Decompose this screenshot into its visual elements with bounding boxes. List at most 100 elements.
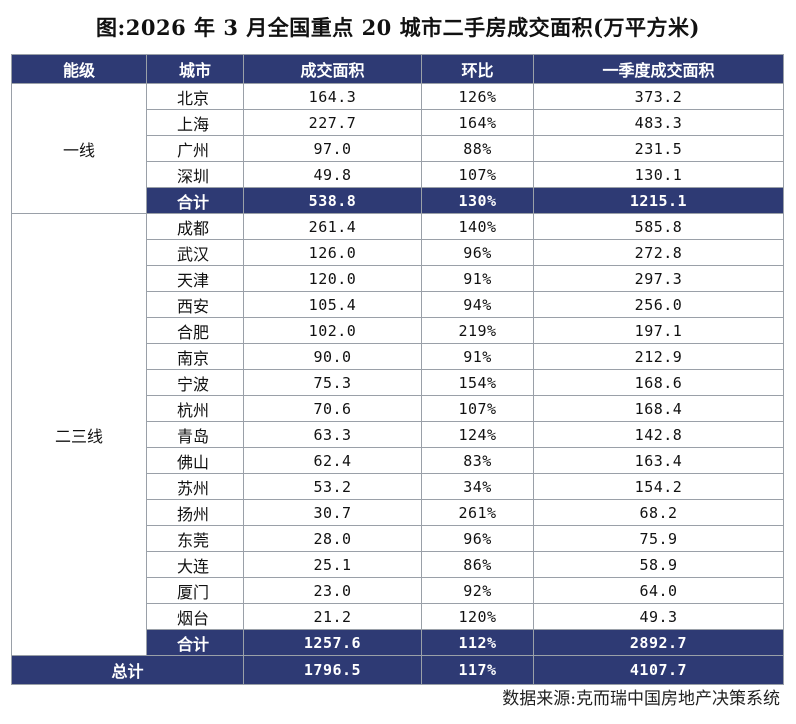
mom-cell: 91%: [421, 343, 534, 370]
total-area: 1796.5: [243, 655, 422, 685]
city-cell: 厦门: [146, 577, 244, 604]
city-cell: 青岛: [146, 421, 244, 448]
mom-cell: 92%: [421, 577, 534, 604]
q1-area-cell: 256.0: [533, 291, 784, 318]
subtotal-row: 合计 1257.6 112% 2892.7: [12, 629, 784, 656]
area-cell: 62.4: [243, 447, 422, 474]
mom-cell: 140%: [421, 213, 534, 240]
city-cell: 宁波: [146, 369, 244, 396]
q1-area-cell: 163.4: [533, 447, 784, 474]
table-title: 图:2026 年 3 月全国重点 20 城市二手房成交面积(万平方米): [96, 15, 700, 40]
area-cell: 23.0: [243, 577, 422, 604]
city-cell: 南京: [146, 343, 244, 370]
mom-cell: 34%: [421, 473, 534, 500]
area-cell: 120.0: [243, 265, 422, 292]
data-source: 数据来源:克而瑞中国房地产决策系统: [502, 689, 780, 709]
q1-area-cell: 49.3: [533, 603, 784, 630]
subtotal-mom: 130%: [421, 187, 534, 214]
city-cell: 扬州: [146, 499, 244, 526]
mom-cell: 83%: [421, 447, 534, 474]
area-cell: 105.4: [243, 291, 422, 318]
area-cell: 25.1: [243, 551, 422, 578]
area-cell: 53.2: [243, 473, 422, 500]
header-tier: 能级: [11, 54, 147, 84]
q1-area-cell: 483.3: [533, 109, 784, 136]
tier-label: 二三线: [11, 213, 147, 656]
header-mom: 环比: [421, 54, 534, 84]
table-row: 广州 97.0 88% 231.5: [12, 135, 784, 162]
q1-area-cell: 130.1: [533, 161, 784, 188]
header-row: 能级 城市 成交面积 环比 一季度成交面积: [11, 54, 784, 84]
table-row: 青岛 63.3 124% 142.8: [12, 421, 784, 448]
mom-cell: 124%: [421, 421, 534, 448]
subtotal-mom: 112%: [421, 629, 534, 656]
mom-cell: 107%: [421, 161, 534, 188]
table-row: 二三线 成都 261.4 140% 585.8: [11, 213, 784, 656]
table-row: 深圳 49.8 107% 130.1: [12, 161, 784, 188]
q1-area-cell: 168.4: [533, 395, 784, 422]
area-cell: 28.0: [243, 525, 422, 552]
mom-cell: 126%: [421, 83, 534, 110]
area-cell: 63.3: [243, 421, 422, 448]
q1-area-cell: 142.8: [533, 421, 784, 448]
area-cell: 30.7: [243, 499, 422, 526]
table-row: 烟台 21.2 120% 49.3: [12, 603, 784, 630]
table-row: 一线 北京 164.3 126% 373.2: [11, 83, 784, 214]
city-cell: 广州: [146, 135, 244, 162]
table-row: 合肥 102.0 219% 197.1: [12, 317, 784, 344]
area-cell: 49.8: [243, 161, 422, 188]
city-cell: 大连: [146, 551, 244, 578]
subtotal-row: 合计 538.8 130% 1215.1: [12, 187, 784, 214]
q1-area-cell: 197.1: [533, 317, 784, 344]
mom-cell: 94%: [421, 291, 534, 318]
mom-cell: 86%: [421, 551, 534, 578]
area-cell: 227.7: [243, 109, 422, 136]
city-cell: 佛山: [146, 447, 244, 474]
city-cell: 深圳: [146, 161, 244, 188]
mom-cell: 88%: [421, 135, 534, 162]
area-cell: 102.0: [243, 317, 422, 344]
area-cell: 97.0: [243, 135, 422, 162]
subtotal-area: 1257.6: [243, 629, 422, 656]
total-mom: 117%: [421, 655, 534, 685]
q1-area-cell: 585.8: [533, 213, 784, 240]
total-label: 总计: [11, 655, 244, 685]
city-cell: 成都: [146, 213, 244, 240]
total-q1-area: 4107.7: [533, 655, 784, 685]
q1-area-cell: 154.2: [533, 473, 784, 500]
table-row: 天津 120.0 91% 297.3: [12, 265, 784, 292]
city-cell: 上海: [146, 109, 244, 136]
tier-label: 一线: [11, 83, 147, 214]
city-cell: 东莞: [146, 525, 244, 552]
mom-cell: 261%: [421, 499, 534, 526]
q1-area-cell: 168.6: [533, 369, 784, 396]
table-row: 西安 105.4 94% 256.0: [12, 291, 784, 318]
table-row: 上海 227.7 164% 483.3: [12, 109, 784, 136]
city-cell: 苏州: [146, 473, 244, 500]
subtotal-label: 合计: [146, 629, 244, 656]
header-city: 城市: [146, 54, 244, 84]
q1-area-cell: 373.2: [533, 83, 784, 110]
table-row: 杭州 70.6 107% 168.4: [12, 395, 784, 422]
q1-area-cell: 297.3: [533, 265, 784, 292]
q1-area-cell: 231.5: [533, 135, 784, 162]
header-area: 成交面积: [243, 54, 422, 84]
q1-area-cell: 212.9: [533, 343, 784, 370]
mom-cell: 120%: [421, 603, 534, 630]
city-cell: 北京: [146, 83, 244, 110]
mom-cell: 219%: [421, 317, 534, 344]
mom-cell: 96%: [421, 525, 534, 552]
city-cell: 合肥: [146, 317, 244, 344]
q1-area-cell: 64.0: [533, 577, 784, 604]
subtotal-q1-area: 1215.1: [533, 187, 784, 214]
q1-area-cell: 58.9: [533, 551, 784, 578]
city-cell: 武汉: [146, 239, 244, 266]
area-cell: 21.2: [243, 603, 422, 630]
table-row: 东莞 28.0 96% 75.9: [12, 525, 784, 552]
city-cell: 杭州: [146, 395, 244, 422]
mom-cell: 107%: [421, 395, 534, 422]
area-cell: 70.6: [243, 395, 422, 422]
subtotal-q1-area: 2892.7: [533, 629, 784, 656]
q1-area-cell: 272.8: [533, 239, 784, 266]
area-cell: 164.3: [243, 83, 422, 110]
